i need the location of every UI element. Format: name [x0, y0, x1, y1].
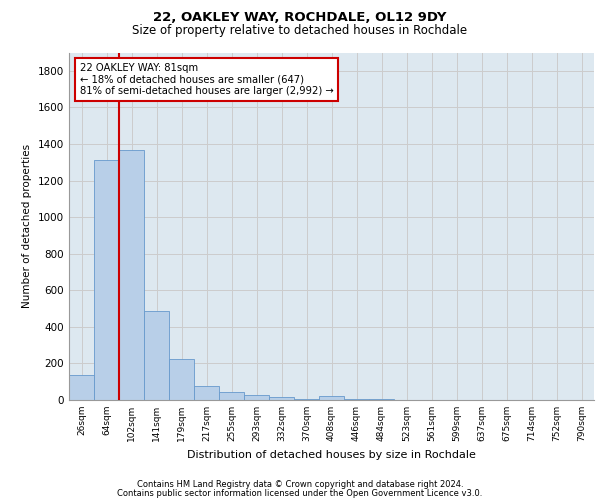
Bar — [269, 398, 294, 400]
Bar — [94, 160, 119, 400]
Bar — [169, 359, 194, 400]
Y-axis label: Number of detached properties: Number of detached properties — [22, 144, 32, 308]
Text: 22, OAKLEY WAY, ROCHDALE, OL12 9DY: 22, OAKLEY WAY, ROCHDALE, OL12 9DY — [153, 11, 447, 24]
Bar — [194, 386, 219, 400]
X-axis label: Distribution of detached houses by size in Rochdale: Distribution of detached houses by size … — [187, 450, 476, 460]
Bar — [294, 399, 319, 400]
Bar — [69, 376, 94, 400]
Bar — [344, 399, 369, 400]
Text: 22 OAKLEY WAY: 81sqm
← 18% of detached houses are smaller (647)
81% of semi-deta: 22 OAKLEY WAY: 81sqm ← 18% of detached h… — [79, 63, 333, 96]
Bar — [144, 312, 169, 400]
Bar — [244, 395, 269, 400]
Text: Size of property relative to detached houses in Rochdale: Size of property relative to detached ho… — [133, 24, 467, 37]
Bar — [119, 150, 144, 400]
Bar — [319, 396, 344, 400]
Text: Contains HM Land Registry data © Crown copyright and database right 2024.: Contains HM Land Registry data © Crown c… — [137, 480, 463, 489]
Bar — [369, 399, 394, 400]
Bar — [219, 392, 244, 400]
Text: Contains public sector information licensed under the Open Government Licence v3: Contains public sector information licen… — [118, 488, 482, 498]
